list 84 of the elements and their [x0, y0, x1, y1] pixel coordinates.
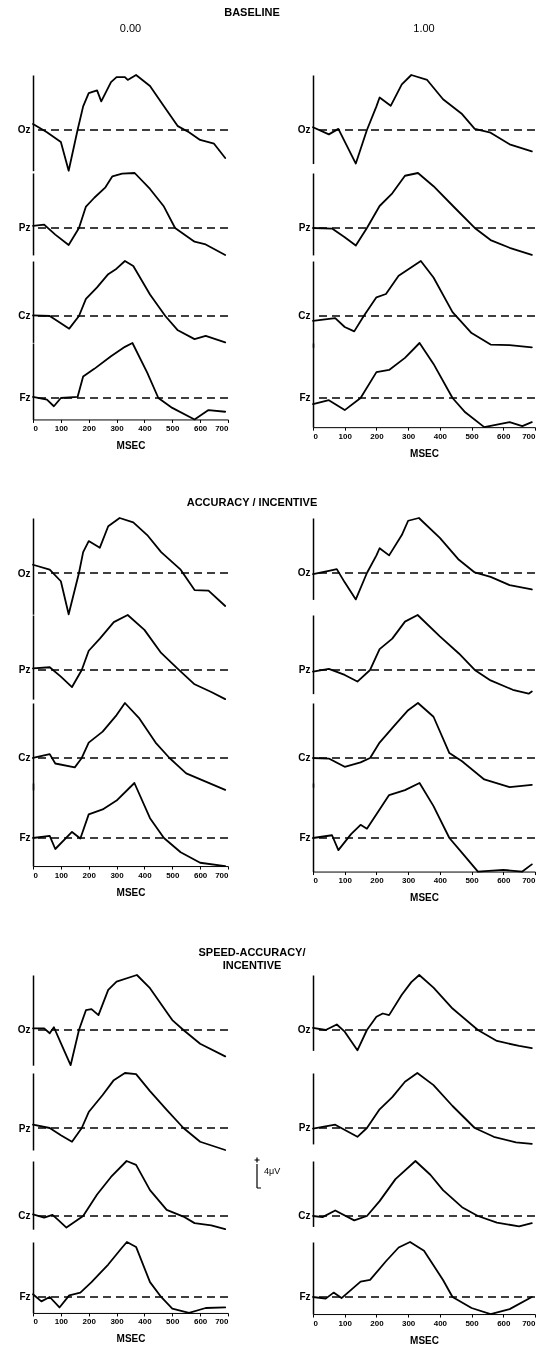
x-axis-title: MSEC — [116, 1333, 146, 1345]
x-tick-label: 100 — [338, 876, 353, 886]
x-tick-label: 0 — [313, 876, 319, 886]
x-axis-title: MSEC — [410, 892, 439, 904]
x-tick-label: 400 — [138, 423, 153, 433]
x-tick-label: 700 — [522, 431, 537, 441]
y-axis-title: Fz — [19, 1291, 31, 1303]
y-axis-title: Oz — [17, 567, 31, 579]
x-tick-label: 200 — [82, 423, 97, 433]
x-tick-label: 400 — [433, 876, 448, 886]
x-tick-label: 500 — [166, 870, 180, 880]
x-tick-label: 700 — [522, 876, 537, 886]
text: SPEED-ACCURACY/ INCENTIVE — [197, 946, 307, 972]
y-axis-title: Oz — [17, 1024, 31, 1036]
y-axis-title: Oz — [297, 124, 311, 136]
x-tick-label: 0 — [33, 423, 39, 433]
y-axis-title: Pz — [298, 1122, 311, 1134]
y-axis-title: Pz — [298, 664, 311, 676]
x-tick-label: 400 — [433, 1318, 448, 1328]
x-tick-label: 400 — [138, 870, 153, 880]
y-axis-title: Cz — [18, 752, 31, 764]
x-tick-label: 600 — [193, 423, 208, 433]
x-axis-title: MSEC — [116, 439, 146, 451]
chart-subtitle: 0.00 — [118, 22, 143, 35]
y-axis-title: Cz — [298, 1210, 311, 1222]
y-axis-title: Fz — [299, 832, 311, 844]
text: 4μV — [264, 1166, 281, 1176]
x-tick-label: 500 — [166, 423, 180, 433]
x-tick-label: 300 — [110, 1317, 125, 1327]
y-axis-title: Pz — [18, 664, 31, 676]
x-tick-label: 0 — [33, 870, 39, 880]
x-axis-title: MSEC — [410, 447, 439, 459]
x-tick-label: 400 — [433, 431, 448, 441]
y-axis-title: Cz — [18, 310, 31, 322]
y-axis-title: Fz — [299, 1291, 311, 1303]
y-axis-title: Oz — [297, 1024, 311, 1036]
x-tick-label: 700 — [215, 870, 230, 880]
x-tick-label: 500 — [465, 431, 480, 441]
x-tick-label: 300 — [110, 423, 125, 433]
y-axis-title: Cz — [298, 310, 311, 322]
x-tick-label: 200 — [370, 431, 385, 441]
x-tick-label: 700 — [215, 423, 230, 433]
x-tick-label: 200 — [370, 876, 385, 886]
x-tick-label: 200 — [82, 870, 97, 880]
x-tick-label: 600 — [193, 870, 208, 880]
y-axis-title: Pz — [298, 222, 311, 234]
x-tick-label: 0 — [313, 1318, 319, 1328]
x-tick-label: 200 — [82, 1317, 97, 1327]
x-tick-label: 100 — [338, 431, 353, 441]
y-axis-title: Fz — [19, 832, 31, 844]
y-axis-title: Oz — [297, 567, 311, 579]
y-axis-title: Fz — [299, 392, 311, 404]
x-tick-label: 500 — [166, 1317, 180, 1327]
x-tick-label: 400 — [138, 1317, 153, 1327]
text: ACCURACY / INCENTIVE — [185, 496, 319, 509]
x-tick-label: 100 — [54, 1317, 69, 1327]
x-tick-label: 300 — [401, 876, 416, 886]
x-tick-label: 0 — [33, 1317, 39, 1327]
x-axis-title: MSEC — [116, 886, 146, 898]
x-tick-label: 600 — [193, 1317, 208, 1327]
y-axis-title: Cz — [18, 1210, 31, 1222]
x-tick-label: 100 — [338, 1318, 353, 1328]
x-axis-title: MSEC — [410, 1334, 439, 1346]
x-tick-label: 500 — [465, 876, 480, 886]
x-tick-label: 700 — [215, 1317, 230, 1327]
x-tick-label: 600 — [497, 1318, 511, 1328]
x-tick-label: 100 — [54, 423, 69, 433]
x-tick-label: 300 — [401, 431, 416, 441]
x-tick-label: 600 — [497, 431, 511, 441]
chart-subtitle: 1.00 — [412, 22, 436, 35]
text: BASELINE — [223, 6, 281, 19]
y-axis-title: Fz — [19, 392, 31, 404]
x-tick-label: 700 — [522, 1318, 537, 1328]
x-tick-label: 300 — [110, 870, 125, 880]
x-tick-label: 300 — [401, 1318, 416, 1328]
x-tick-label: 200 — [370, 1318, 385, 1328]
y-axis-title: Oz — [17, 124, 31, 136]
x-tick-label: 600 — [497, 876, 511, 886]
y-axis-title: Pz — [18, 1122, 31, 1134]
x-tick-label: 100 — [54, 870, 69, 880]
y-axis-title: Cz — [298, 752, 311, 764]
x-tick-label: 0 — [313, 431, 319, 441]
x-tick-label: 500 — [465, 1318, 480, 1328]
y-axis-title: Pz — [18, 222, 31, 234]
